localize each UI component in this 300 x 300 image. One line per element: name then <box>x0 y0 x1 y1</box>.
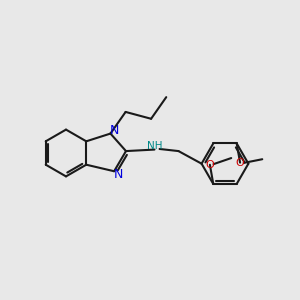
Text: NH: NH <box>147 141 163 151</box>
Text: N: N <box>110 124 119 137</box>
Text: O: O <box>206 160 214 170</box>
Text: N: N <box>113 168 123 181</box>
Text: O: O <box>236 158 244 168</box>
